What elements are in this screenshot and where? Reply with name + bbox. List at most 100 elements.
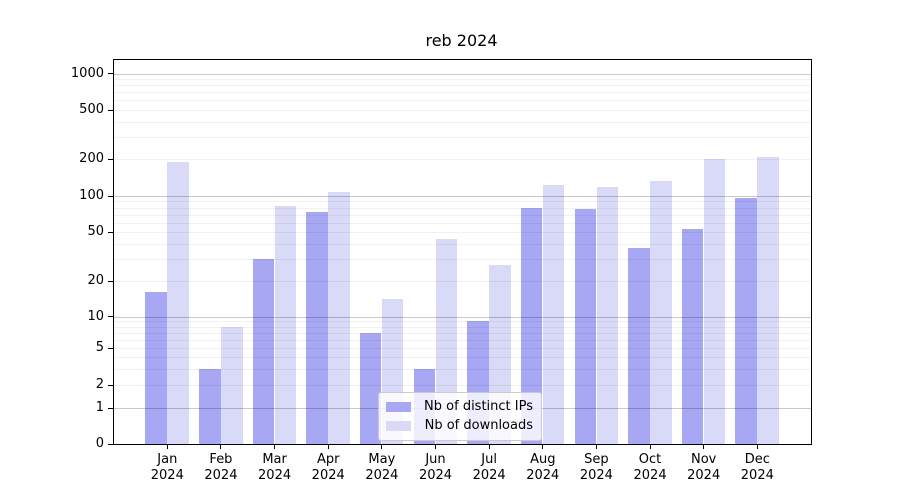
x-tick-year-feb: 2024: [204, 468, 238, 483]
x-tick-year-jul: 2024: [472, 468, 506, 483]
y-tick-label-1: 1: [95, 400, 104, 415]
bar-downloads-apr: [328, 192, 350, 444]
x-tick-label-apr: Apr 2024: [311, 452, 345, 483]
bar-distinct-ips-nov: [681, 228, 704, 444]
bar-distinct-ips-may: [359, 332, 382, 444]
gridline-minor-4: [114, 357, 811, 358]
gridline-minor-80: [114, 207, 811, 209]
gridline-minor-800: [114, 85, 811, 87]
y-tick-mark-200: [108, 158, 113, 160]
x-tick-label-jun: Jun 2024: [418, 452, 453, 483]
gridline-minor-200: [114, 159, 811, 160]
gridline-minor-6: [114, 339, 811, 341]
bar-downloads-nov: [703, 159, 726, 444]
gridline-minor-8: [114, 326, 811, 328]
x-tick-label-may: May 2024: [365, 452, 399, 483]
gridline-minor-40: [114, 243, 811, 245]
y-tick-mark-1000: [108, 73, 113, 74]
y-tick-label-5: 5: [95, 340, 104, 355]
x-tick-mark-apr: [327, 444, 329, 449]
x-tick-label-jan: Jan 2024: [150, 452, 184, 483]
x-tick-year-dec: 2024: [740, 468, 774, 483]
plot-area: Nb of distinct IPs Nb of downloads: [113, 59, 812, 445]
chart-title: reb 2024: [425, 31, 498, 50]
x-tick-mark-may: [381, 444, 383, 449]
gridline-minor-300: [114, 137, 811, 139]
x-tick-year-may: 2024: [365, 468, 399, 483]
x-tick-mark-nov: [703, 444, 705, 449]
gridline-minor-9: [114, 321, 811, 323]
bar-downloads-sep: [596, 186, 619, 444]
y-tick-label-200: 200: [79, 151, 104, 166]
gridline-minor-600: [114, 100, 811, 102]
bar-distinct-ips-oct: [628, 248, 650, 444]
legend-swatch-distinct-ips: [386, 401, 411, 412]
gridline-minor-900: [114, 79, 811, 81]
bar-distinct-ips-jan: [145, 292, 167, 444]
gridline-minor-30: [114, 259, 811, 261]
y-tick-mark-1: [108, 407, 113, 409]
gridline-minor-60: [114, 222, 811, 224]
legend-label-distinct-ips: Nb of distinct IPs: [424, 399, 533, 414]
y-tick-label-2: 2: [95, 377, 104, 392]
y-tick-mark-0: [108, 443, 113, 445]
gridline-minor-70: [114, 214, 811, 216]
x-tick-mark-aug: [542, 444, 544, 449]
gridline-major-1000: [114, 73, 811, 75]
gridline-major-100: [114, 196, 811, 197]
y-tick-label-0: 0: [95, 436, 104, 451]
gridline-minor-2: [114, 385, 811, 386]
x-tick-mark-feb: [220, 444, 222, 449]
x-tick-year-jun: 2024: [418, 468, 453, 483]
y-tick-mark-10: [108, 316, 113, 317]
x-tick-year-aug: 2024: [526, 468, 560, 483]
bar-distinct-ips-sep: [574, 208, 597, 444]
x-tick-year-sep: 2024: [579, 468, 613, 483]
x-tick-label-oct: Oct 2024: [633, 452, 667, 483]
bar-downloads-mar: [274, 205, 297, 444]
gridline-minor-90: [114, 201, 811, 203]
x-tick-mark-jul: [488, 444, 490, 449]
legend-entry-distinct-ips: Nb of distinct IPs: [386, 397, 533, 416]
y-tick-mark-100: [108, 195, 113, 197]
x-tick-label-nov: Nov 2024: [687, 452, 721, 483]
x-tick-label-jul: Jul 2024: [472, 452, 506, 483]
y-tick-label-20: 20: [87, 273, 104, 288]
bar-distinct-ips-aug: [520, 208, 543, 444]
y-tick-label-10: 10: [87, 308, 104, 324]
x-tick-mark-jan: [166, 444, 168, 449]
bar-distinct-ips-mar: [252, 259, 275, 444]
x-tick-mark-mar: [274, 444, 276, 449]
y-tick-mark-2: [108, 384, 113, 386]
y-tick-label-50: 50: [87, 224, 104, 239]
y-tick-label-1000: 1000: [70, 65, 104, 81]
legend-entry-downloads: Nb of downloads: [386, 416, 533, 435]
x-tick-year-apr: 2024: [311, 468, 345, 483]
bar-distinct-ips-apr: [306, 211, 328, 444]
bar-downloads-feb: [221, 326, 243, 444]
gridline-minor-7: [114, 332, 811, 334]
x-tick-mark-jun: [435, 444, 436, 449]
bar-downloads-jan: [167, 161, 189, 444]
y-tick-mark-20: [108, 280, 113, 282]
x-tick-label-dec: Dec 2024: [740, 452, 774, 483]
gridline-minor-3: [114, 368, 811, 370]
x-tick-label-feb: Feb 2024: [204, 452, 238, 483]
x-tick-year-oct: 2024: [633, 468, 667, 483]
x-tick-year-mar: 2024: [258, 468, 292, 483]
y-tick-mark-500: [108, 109, 113, 111]
x-tick-label-aug: Aug 2024: [526, 452, 560, 483]
legend-label-downloads: Nb of downloads: [424, 418, 533, 433]
y-tick-mark-50: [108, 231, 113, 233]
x-tick-mark-sep: [595, 444, 597, 449]
bar-distinct-ips-feb: [199, 368, 221, 444]
grid-layer: [114, 60, 811, 444]
gridline-minor-5: [114, 348, 811, 349]
legend: Nb of distinct IPs Nb of downloads: [378, 392, 542, 441]
y-tick-label-100: 100: [79, 188, 104, 203]
y-tick-label-500: 500: [79, 102, 104, 117]
bar-downloads-aug: [542, 184, 565, 444]
gridline-minor-50: [114, 232, 811, 233]
gridline-minor-500: [114, 110, 811, 111]
